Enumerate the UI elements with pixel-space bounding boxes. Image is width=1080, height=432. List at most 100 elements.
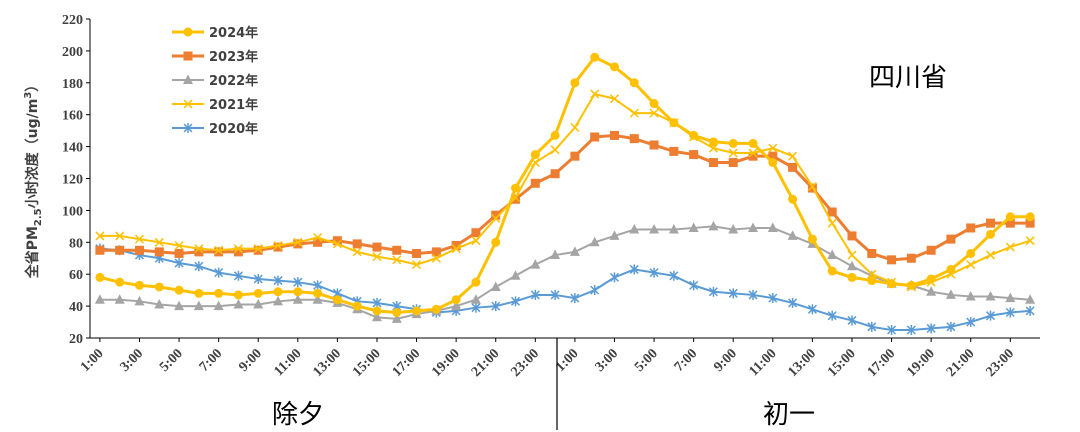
data-point	[511, 183, 521, 193]
data-point	[372, 297, 382, 308]
data-point	[590, 52, 600, 62]
data-point	[748, 148, 758, 158]
data-point	[589, 236, 600, 247]
data-point	[827, 266, 837, 276]
y-tick-label: 20	[69, 332, 83, 347]
data-point	[827, 218, 837, 228]
data-point	[966, 223, 976, 233]
data-point	[887, 325, 897, 336]
data-point	[273, 242, 283, 252]
data-point	[668, 224, 679, 234]
data-point	[609, 62, 619, 72]
data-point	[293, 237, 303, 247]
data-point	[629, 134, 639, 144]
data-point	[332, 236, 342, 246]
x-tick-label: 3:00	[118, 346, 147, 375]
data-point	[530, 259, 541, 269]
data-point	[114, 294, 125, 304]
data-point	[768, 151, 778, 161]
data-point	[293, 277, 303, 288]
data-point	[1005, 218, 1015, 228]
data-point	[966, 317, 976, 328]
data-point	[728, 224, 739, 234]
x-tick-label: 1:00	[78, 346, 107, 375]
y-tick-label: 100	[62, 204, 83, 219]
x-tick-label: 21:00	[944, 346, 978, 380]
data-point	[392, 307, 402, 317]
data-point	[847, 250, 857, 260]
data-point	[412, 306, 422, 316]
data-point	[788, 162, 798, 172]
data-point	[313, 232, 323, 243]
legend-label: 2023年	[209, 49, 258, 65]
data-point	[194, 288, 204, 298]
data-point	[412, 260, 422, 270]
data-point	[1005, 212, 1015, 222]
data-point	[214, 245, 224, 255]
data-point	[95, 272, 105, 282]
data-point	[609, 272, 620, 283]
data-point	[945, 289, 956, 299]
data-point	[847, 231, 857, 241]
data-point	[372, 306, 382, 316]
data-point	[966, 248, 976, 258]
legend-marker	[183, 99, 193, 109]
data-point	[827, 310, 837, 321]
data-point	[926, 286, 937, 296]
data-point	[1025, 294, 1036, 304]
data-point	[391, 313, 402, 323]
x-tick-label: 15:00	[350, 346, 384, 380]
data-point	[629, 224, 640, 234]
data-point	[649, 108, 659, 118]
data-point	[451, 295, 461, 305]
data-point	[748, 289, 758, 300]
data-point	[768, 158, 778, 168]
data-point	[550, 130, 560, 140]
data-point	[95, 245, 105, 255]
data-point	[669, 270, 679, 281]
data-point	[115, 231, 125, 241]
data-point	[966, 260, 976, 270]
data-point	[511, 194, 521, 204]
data-point	[550, 289, 560, 300]
data-point	[629, 78, 639, 88]
data-point	[946, 234, 956, 244]
y-tick-labels: 20 40 60 80 100 120 140 160 180 200 220	[62, 13, 83, 347]
data-point	[985, 291, 996, 301]
data-point	[569, 246, 580, 256]
data-point	[451, 244, 461, 254]
data-point	[867, 321, 877, 332]
data-point	[253, 299, 264, 309]
data-point	[392, 245, 402, 255]
x-tick-label: 19:00	[904, 346, 938, 380]
x-tick-label: 15:00	[825, 346, 859, 380]
data-point	[748, 138, 758, 148]
x-tick-label: 9:00	[236, 346, 265, 375]
data-point	[1025, 212, 1035, 222]
data-point	[887, 279, 897, 289]
data-point	[570, 122, 580, 132]
data-point	[629, 108, 639, 118]
data-point	[807, 181, 817, 192]
province-annotation: 四川省	[869, 63, 947, 93]
data-point	[570, 151, 580, 161]
data-point	[392, 255, 402, 265]
data-point	[1005, 307, 1015, 318]
data-point	[748, 222, 759, 232]
data-point	[827, 249, 838, 260]
data-point	[629, 264, 639, 275]
data-point	[174, 248, 184, 258]
legend-label: 2021年	[209, 97, 258, 113]
legend: 2024年 2023年 2022年 2021年 2020年	[172, 25, 258, 137]
data-point	[451, 240, 461, 250]
data-point	[313, 237, 323, 247]
axes	[86, 18, 1040, 342]
legend-label: 2020年	[209, 121, 258, 137]
data-point	[906, 253, 916, 263]
data-point	[689, 150, 699, 160]
data-point	[728, 148, 738, 158]
x-tick-label: 17:00	[865, 346, 899, 380]
y-axis-label: 全省PM2.5小时浓度（ug/m3）	[23, 78, 44, 280]
x-tick-label: 9:00	[711, 346, 740, 375]
